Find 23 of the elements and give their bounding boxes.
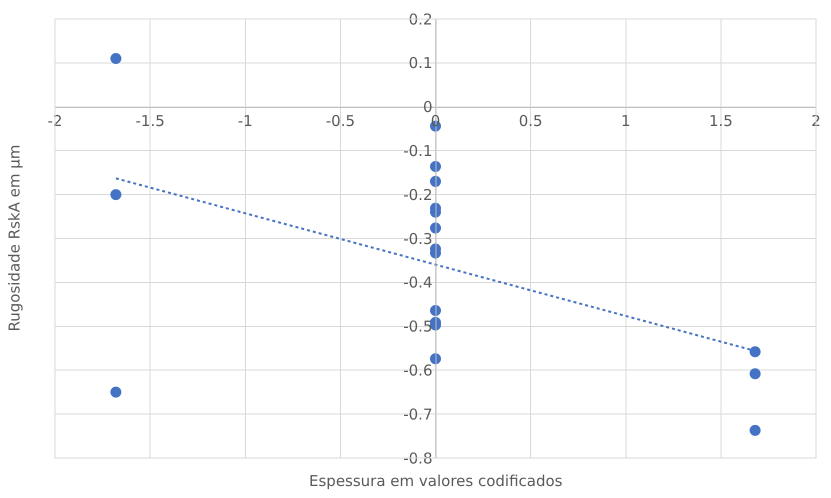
- y-tick-label: -0.1: [403, 142, 432, 160]
- y-tick-label: -0.4: [403, 274, 432, 292]
- point: [750, 368, 761, 380]
- y-tick-label: -0.5: [403, 318, 432, 336]
- point: [110, 386, 122, 398]
- y-tick-label: 0.1: [408, 54, 432, 72]
- y-tick-label: 0: [422, 98, 432, 116]
- point: [110, 189, 122, 200]
- x-tick-label: -0.5: [326, 112, 356, 130]
- x-tick-label: 1.5: [708, 112, 733, 130]
- y-tick-label: -0.7: [403, 405, 432, 424]
- point: [750, 424, 761, 436]
- y-tick-label: -0.3: [403, 230, 432, 248]
- x-tick-label: -1: [238, 112, 253, 130]
- x-tick-label: -1.5: [135, 112, 165, 130]
- y-tick-label: -0.2: [403, 186, 432, 204]
- x-axis-title: Espessura em valores codificados: [309, 472, 563, 490]
- y-axis-title: Rugosidade RskA em μm: [6, 144, 24, 332]
- x-tick-label: 1: [620, 112, 631, 130]
- point: [110, 53, 122, 64]
- y-tick-label: -0.6: [403, 361, 432, 380]
- x-tick-label: 0.5: [518, 112, 543, 130]
- point: [750, 346, 761, 358]
